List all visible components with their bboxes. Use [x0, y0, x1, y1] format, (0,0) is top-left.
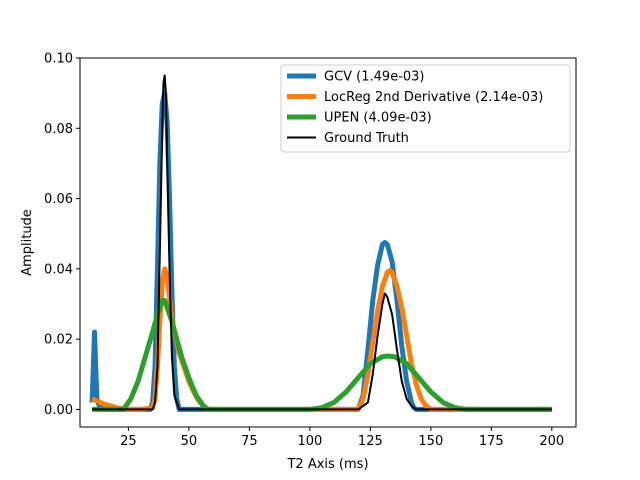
y-tick-label: 0.06: [44, 192, 73, 207]
x-tick-label: 75: [241, 434, 258, 449]
x-tick-label: 100: [297, 434, 322, 449]
y-tick-label: 0.08: [44, 122, 73, 137]
legend-label-0: GCV (1.49e-03): [324, 70, 425, 85]
x-tick-label: 150: [418, 434, 443, 449]
plot-frame: [79, 57, 577, 428]
x-axis-label: T2 Axis (ms): [286, 457, 368, 472]
x-tick-label: 125: [358, 434, 383, 449]
series-layer: [89, 74, 552, 412]
x-tick-label: 25: [120, 434, 137, 449]
legend-label-2: UPEN (4.09e-03): [324, 111, 432, 126]
x-tick-label: 50: [181, 434, 198, 449]
y-tick-label: 0.04: [44, 262, 73, 277]
series-line-3: [92, 74, 552, 411]
y-axis-label: Amplitude: [20, 209, 35, 276]
y-tick-label: 0.00: [44, 403, 73, 418]
legend-box: [280, 64, 571, 153]
legend-label-3: Ground Truth: [324, 131, 409, 146]
y-tick-label: 0.10: [44, 52, 73, 67]
x-tick-label: 175: [479, 434, 504, 449]
x-tick-label: 200: [539, 434, 564, 449]
y-tick-label: 0.02: [44, 333, 73, 348]
legend: GCV (1.49e-03) LocReg 2nd Derivative (2.1…: [280, 64, 571, 153]
ticks-layer: 25 50 75 100 125 150 175 200 0.00 0.02 0.04 0.06 0.0…: [44, 52, 564, 450]
legend-label-1: LocReg 2nd Derivative (2.14e-03): [324, 90, 543, 105]
